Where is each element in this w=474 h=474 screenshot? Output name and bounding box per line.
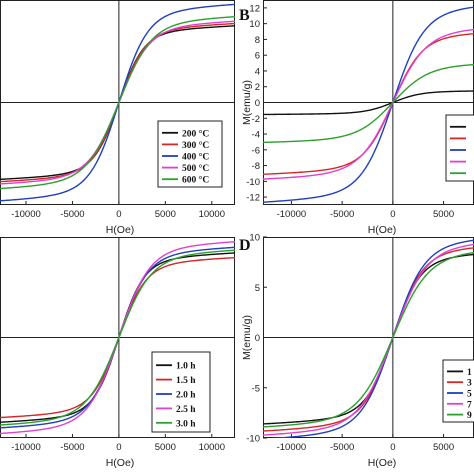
y-tick-label: -5 <box>252 383 260 394</box>
x-tick-label: 5000 <box>433 209 454 220</box>
y-tick-label: -10 <box>246 177 260 188</box>
x-tick-label: -10000 <box>11 442 41 453</box>
y-tick-label: -12 <box>246 193 260 204</box>
chart-panel-b: -10000 -5000 0 5000 -12 -10 -8 -6 -4 -2 0 2 4 6 8 10 12 H… <box>239 0 474 236</box>
y-axis-title: M(emu/g) <box>241 315 253 360</box>
y-tick-label: 10 <box>249 233 260 244</box>
y-tick-label: 2 <box>255 82 260 93</box>
legend-label: 7 <box>467 400 472 410</box>
legend: 1.0 h 1.5 h 2.0 h 2.5 h 3.0 h <box>151 351 211 433</box>
legend-label: 1 <box>467 368 472 378</box>
legend-label: 2.5 h <box>176 405 196 415</box>
y-tick-label: 0 <box>255 98 260 109</box>
x-tick-label: -5000 <box>330 209 354 220</box>
x-tick-label: 10000 <box>199 442 225 453</box>
x-tick-label: 0 <box>390 209 395 220</box>
y-tick-label: 12 <box>249 3 260 14</box>
y-tick-label: -4 <box>252 130 260 141</box>
y-axis-title: M(emu/g) <box>241 80 253 125</box>
chart-panel-d: -10000 -5000 0 5000 -10 -5 0 5 10 H(Oe) M(emu/g) D 1… <box>239 233 474 469</box>
y-tick-label: -10 <box>246 434 260 445</box>
legend-label: 200 °C <box>182 128 209 139</box>
x-tick-label: 10000 <box>199 209 225 220</box>
legend-label: 500 °C <box>182 163 209 174</box>
x-tick-label: 5000 <box>433 442 454 453</box>
x-tick-label: 5000 <box>155 442 176 453</box>
legend <box>445 114 474 182</box>
x-axis-title: H(Oe) <box>106 224 135 236</box>
x-tick-label: 0 <box>116 442 121 453</box>
x-tick-label: -10000 <box>277 442 307 453</box>
x-tick-label: -10000 <box>11 209 41 220</box>
legend-label: 300 °C <box>182 140 209 151</box>
y-tick-label: 5 <box>255 283 260 294</box>
legend-label: 2.0 h <box>176 391 196 401</box>
legend-label: 400 °C <box>182 152 209 163</box>
legend-label: 1.5 h <box>176 376 196 386</box>
legend-label: 9 <box>467 411 472 421</box>
legend-label: 3.0 h <box>176 419 196 429</box>
x-tick-label: 0 <box>116 209 121 220</box>
x-tick-label: -5000 <box>60 209 84 220</box>
y-tick-label: -6 <box>252 145 260 156</box>
legend-label: 600 °C <box>182 175 209 186</box>
y-tick-label: 0 <box>255 333 260 344</box>
y-tick-label: 10 <box>249 19 260 30</box>
x-axis-title: H(Oe) <box>368 224 397 236</box>
panel-letter: D <box>239 237 251 254</box>
x-axis-title: H(Oe) <box>106 457 135 469</box>
x-axis-title: H(Oe) <box>368 457 397 469</box>
series-line-5 <box>0 15 235 190</box>
chart-panel-c: -10000 -5000 0 5000 10000 H(Oe) 1.0 h 1.5 h 2.0 … <box>0 237 235 469</box>
x-tick-label: -5000 <box>330 442 354 453</box>
series-line-5 <box>0 249 235 426</box>
y-tick-label: 4 <box>255 66 260 77</box>
legend-box <box>442 359 474 423</box>
panel-letter: B <box>239 7 250 24</box>
y-tick-label: -2 <box>252 114 260 125</box>
series-line-5 <box>263 63 474 144</box>
series-line-5 <box>263 251 474 428</box>
x-tick-label: -10000 <box>277 209 307 220</box>
y-tick-label: 6 <box>255 51 260 62</box>
legend-box <box>445 114 474 182</box>
legend-label: 1.0 h <box>176 362 196 372</box>
x-tick-label: -5000 <box>60 442 84 453</box>
legend-label: 3 <box>467 379 472 389</box>
y-tick-label: -8 <box>252 161 260 172</box>
x-tick-label: 0 <box>390 442 395 453</box>
x-tick-label: 5000 <box>155 209 176 220</box>
y-tick-label: 8 <box>255 35 260 46</box>
legend-label: 5 <box>467 390 472 400</box>
